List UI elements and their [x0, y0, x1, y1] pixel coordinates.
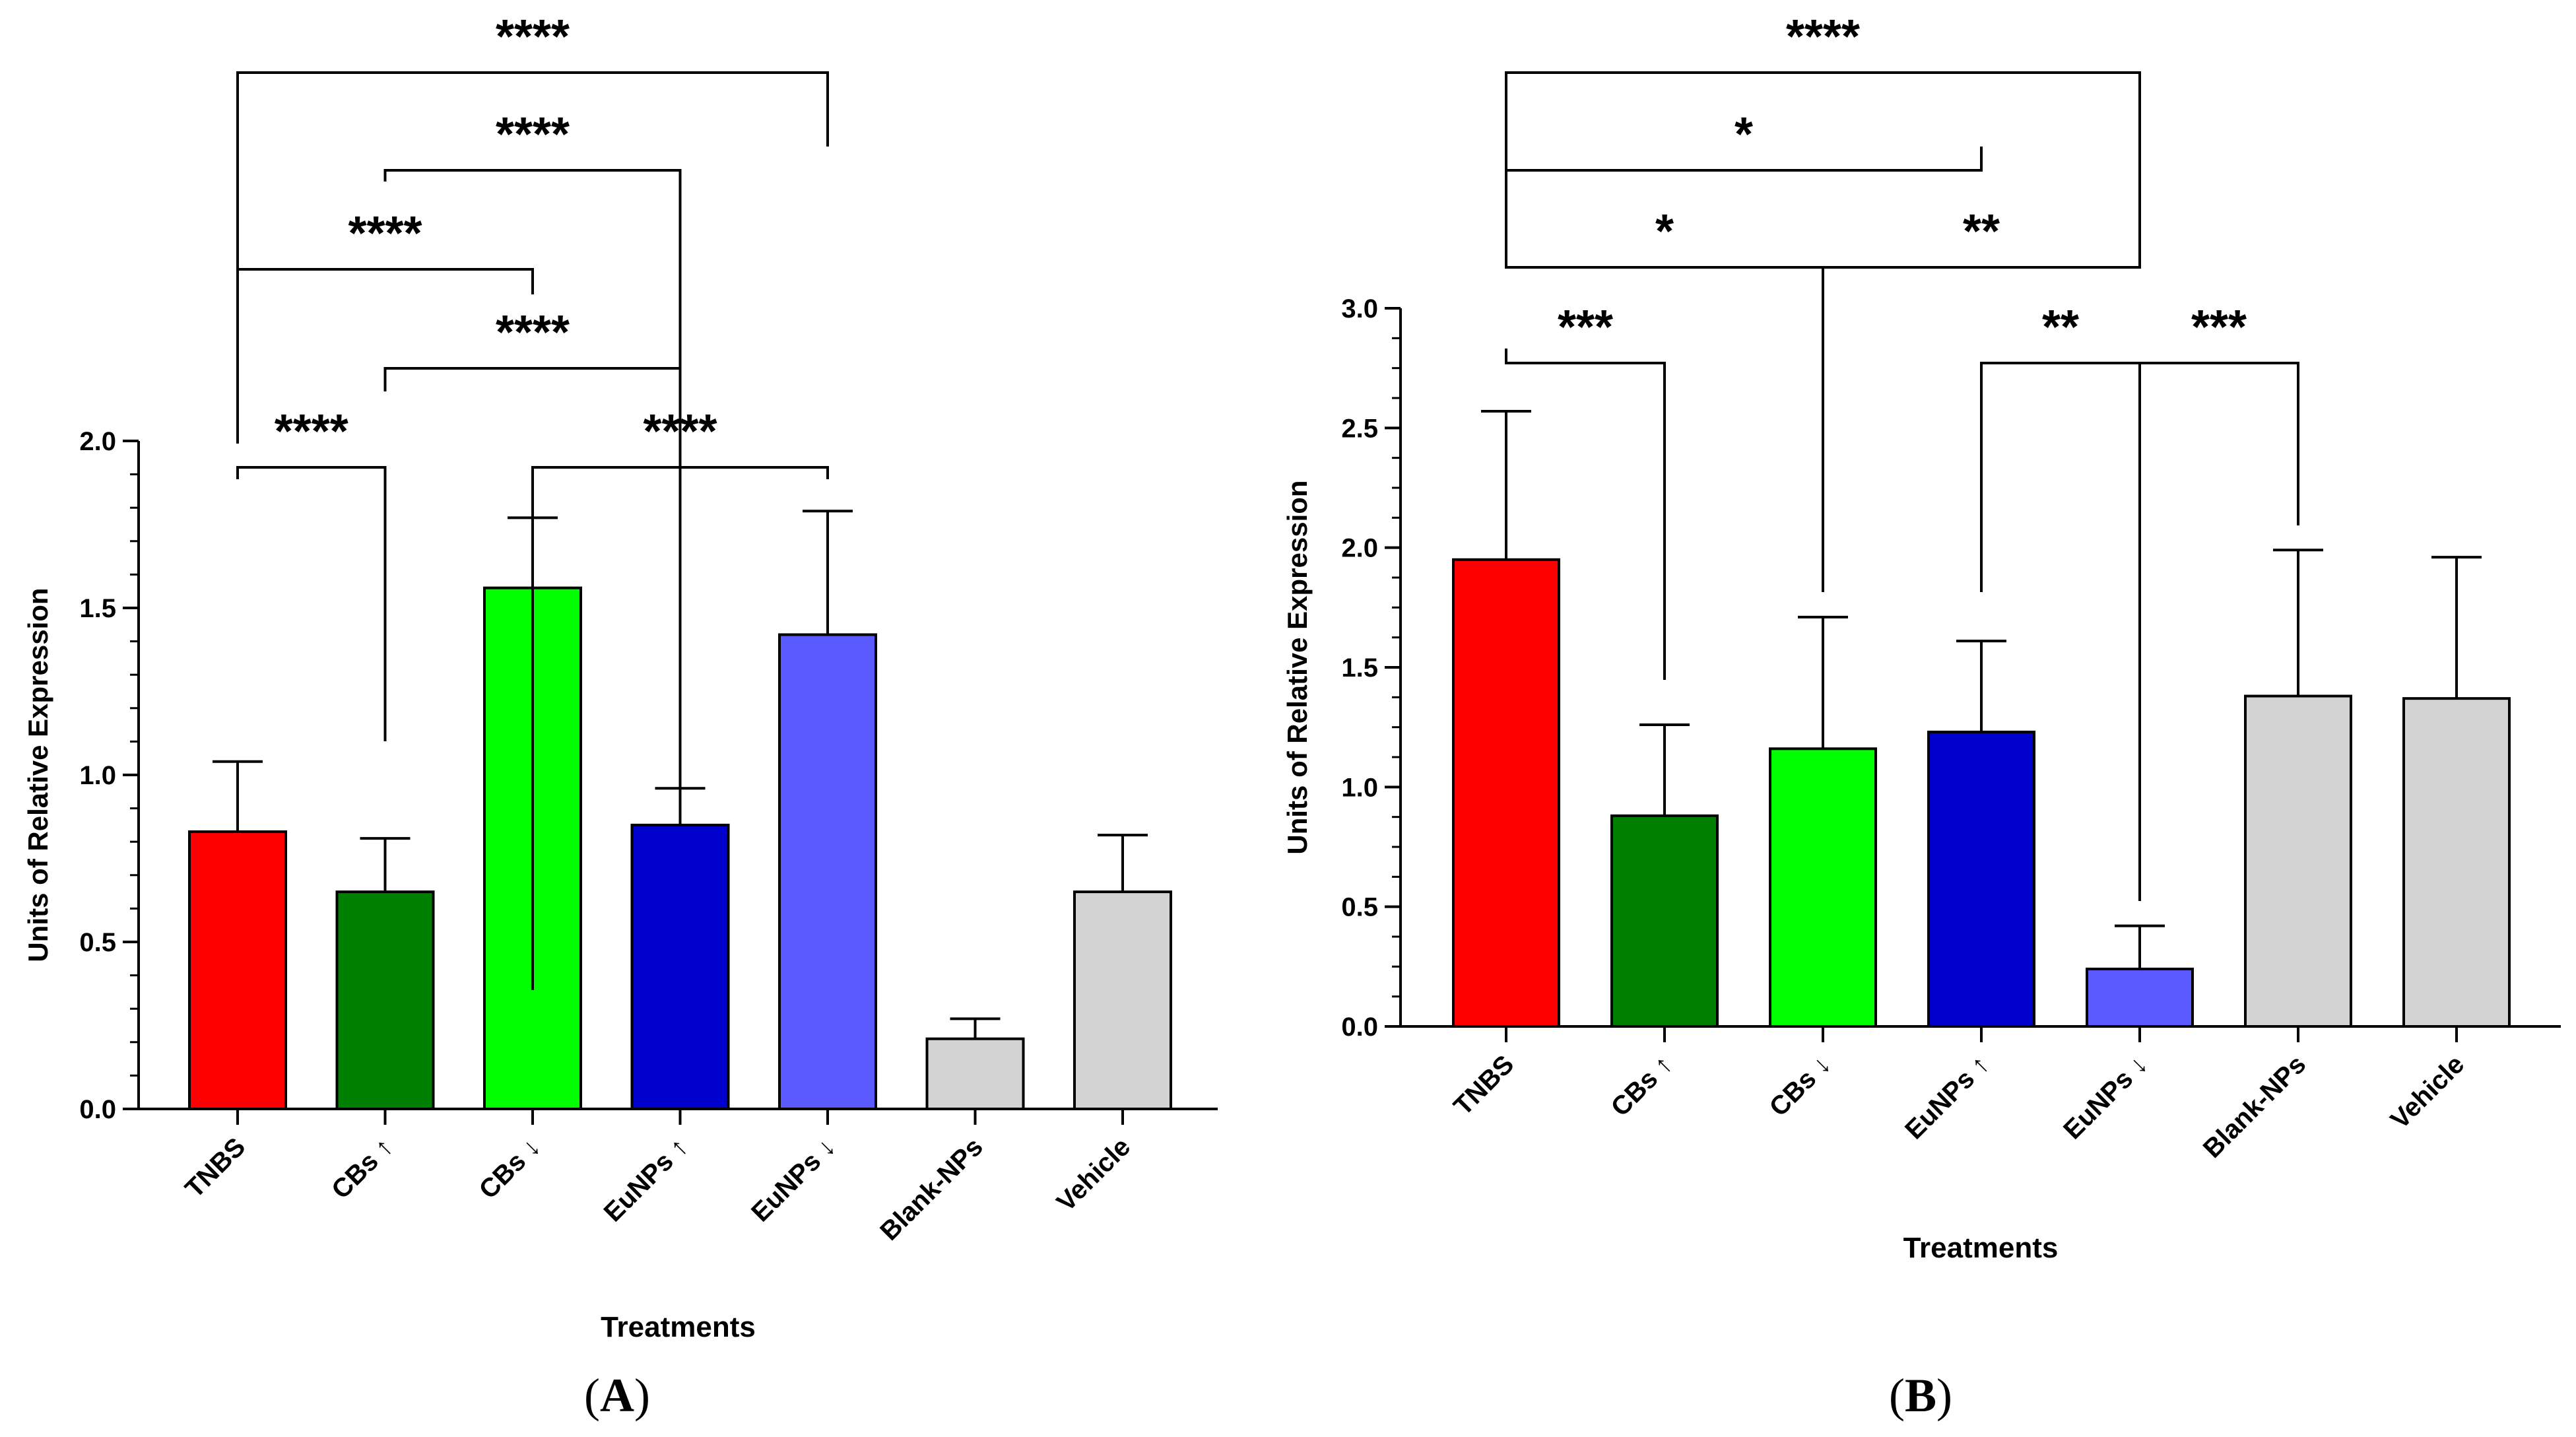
panel-label-letter: A	[600, 1369, 634, 1422]
significance-label: ****	[496, 108, 570, 161]
bar	[1927, 730, 2035, 1028]
bar	[1452, 558, 1560, 1028]
x-category-label: TNBS	[1448, 1050, 1519, 1121]
x-category-label: Blank-NPs	[2198, 1050, 2312, 1164]
x-category-label: EuNPs ↑	[1899, 1050, 1995, 1145]
y-tick-label: 1.5	[79, 594, 116, 623]
bar	[925, 1037, 1025, 1110]
significance-label: ****	[643, 405, 717, 458]
y-tick-label: 2.0	[79, 427, 116, 456]
significance-label: **	[2042, 301, 2079, 354]
significance-bracket	[236, 71, 829, 444]
significance-bracket	[1505, 71, 2141, 147]
x-category-label: CBs ↑	[1606, 1050, 1678, 1122]
y-tick-label: 1.0	[79, 761, 116, 790]
significance-label: ****	[348, 207, 422, 260]
panel-label-letter: B	[1905, 1369, 1936, 1422]
significance-label: **	[1963, 205, 2000, 258]
y-tick-label: 1.0	[1341, 773, 1378, 802]
significance-bracket	[236, 466, 387, 741]
significance-label: ****	[496, 11, 570, 63]
y-tick-label: 0.0	[1341, 1013, 1378, 1042]
x-category-label: EuNPs ↓	[2058, 1050, 2153, 1145]
bar	[1073, 890, 1172, 1110]
bar	[1769, 747, 1877, 1028]
x-category-label: CBs ↓	[1764, 1050, 1837, 1122]
x-category-label: CBs ↑	[326, 1132, 399, 1205]
bar	[2244, 694, 2352, 1028]
panel-label-open: (	[1889, 1369, 1905, 1422]
bar	[1610, 814, 1719, 1028]
x-axis-title: Treatments	[601, 1311, 756, 1343]
y-tick-label: 0.5	[79, 928, 116, 957]
x-category-label: Blank-NPs	[875, 1132, 989, 1246]
significance-bracket	[531, 466, 829, 990]
significance-bracket	[236, 268, 534, 444]
y-tick-label: 2.5	[1341, 414, 1378, 443]
x-category-label: TNBS	[180, 1132, 251, 1203]
bar	[188, 830, 287, 1111]
y-tick-label: 0.5	[1341, 893, 1378, 922]
x-category-label: EuNPs ↓	[746, 1132, 841, 1227]
chart-panel-a: 0.0 0.5 1.0 1.5 2.0 Units of Relative Express…	[22, 11, 1218, 1422]
bar	[2086, 967, 2194, 1028]
bar	[2402, 697, 2511, 1028]
bar	[630, 823, 730, 1111]
significance-label: ****	[496, 306, 570, 359]
panel-label: (B)	[1889, 1369, 1952, 1422]
x-category-label: CBs ↓	[474, 1132, 546, 1205]
panel-label-close: )	[634, 1369, 650, 1422]
chart-panel-b: 0.0 0.5 1.0 1.5 2.0 2.5 3.0 Units of Relative E…	[1282, 11, 2561, 1422]
panel-label: (A)	[584, 1369, 650, 1422]
significance-label: ****	[1786, 11, 1860, 63]
y-axis-title: Units of Relative Expression	[1282, 480, 1313, 854]
y-tick-label: 1.5	[1341, 653, 1378, 683]
x-category-label: Vehicle	[2385, 1050, 2470, 1135]
panel-label-open: (	[584, 1369, 600, 1422]
panel-label-close: )	[1936, 1369, 1952, 1422]
bar	[778, 633, 877, 1110]
significance-label: *	[1734, 108, 1753, 161]
significance-bracket	[2138, 362, 2299, 901]
y-tick-label: 0.0	[79, 1095, 116, 1124]
significance-bracket	[383, 367, 682, 794]
x-category-label: EuNPs ↑	[599, 1132, 694, 1227]
significance-label: ****	[275, 405, 348, 458]
bar	[335, 890, 435, 1110]
x-category-label: Vehicle	[1051, 1132, 1137, 1217]
significance-label: *	[1655, 205, 1674, 258]
significance-bracket	[1822, 147, 2141, 592]
significance-label: ***	[1558, 301, 1613, 354]
y-tick-label: 3.0	[1341, 294, 1378, 323]
significance-bracket	[1505, 349, 1666, 680]
x-axis-title: Treatments	[1903, 1232, 2059, 1264]
significance-label: ***	[2191, 301, 2247, 354]
y-tick-label: 2.0	[1341, 534, 1378, 563]
y-axis-title: Units of Relative Expression	[22, 587, 53, 962]
